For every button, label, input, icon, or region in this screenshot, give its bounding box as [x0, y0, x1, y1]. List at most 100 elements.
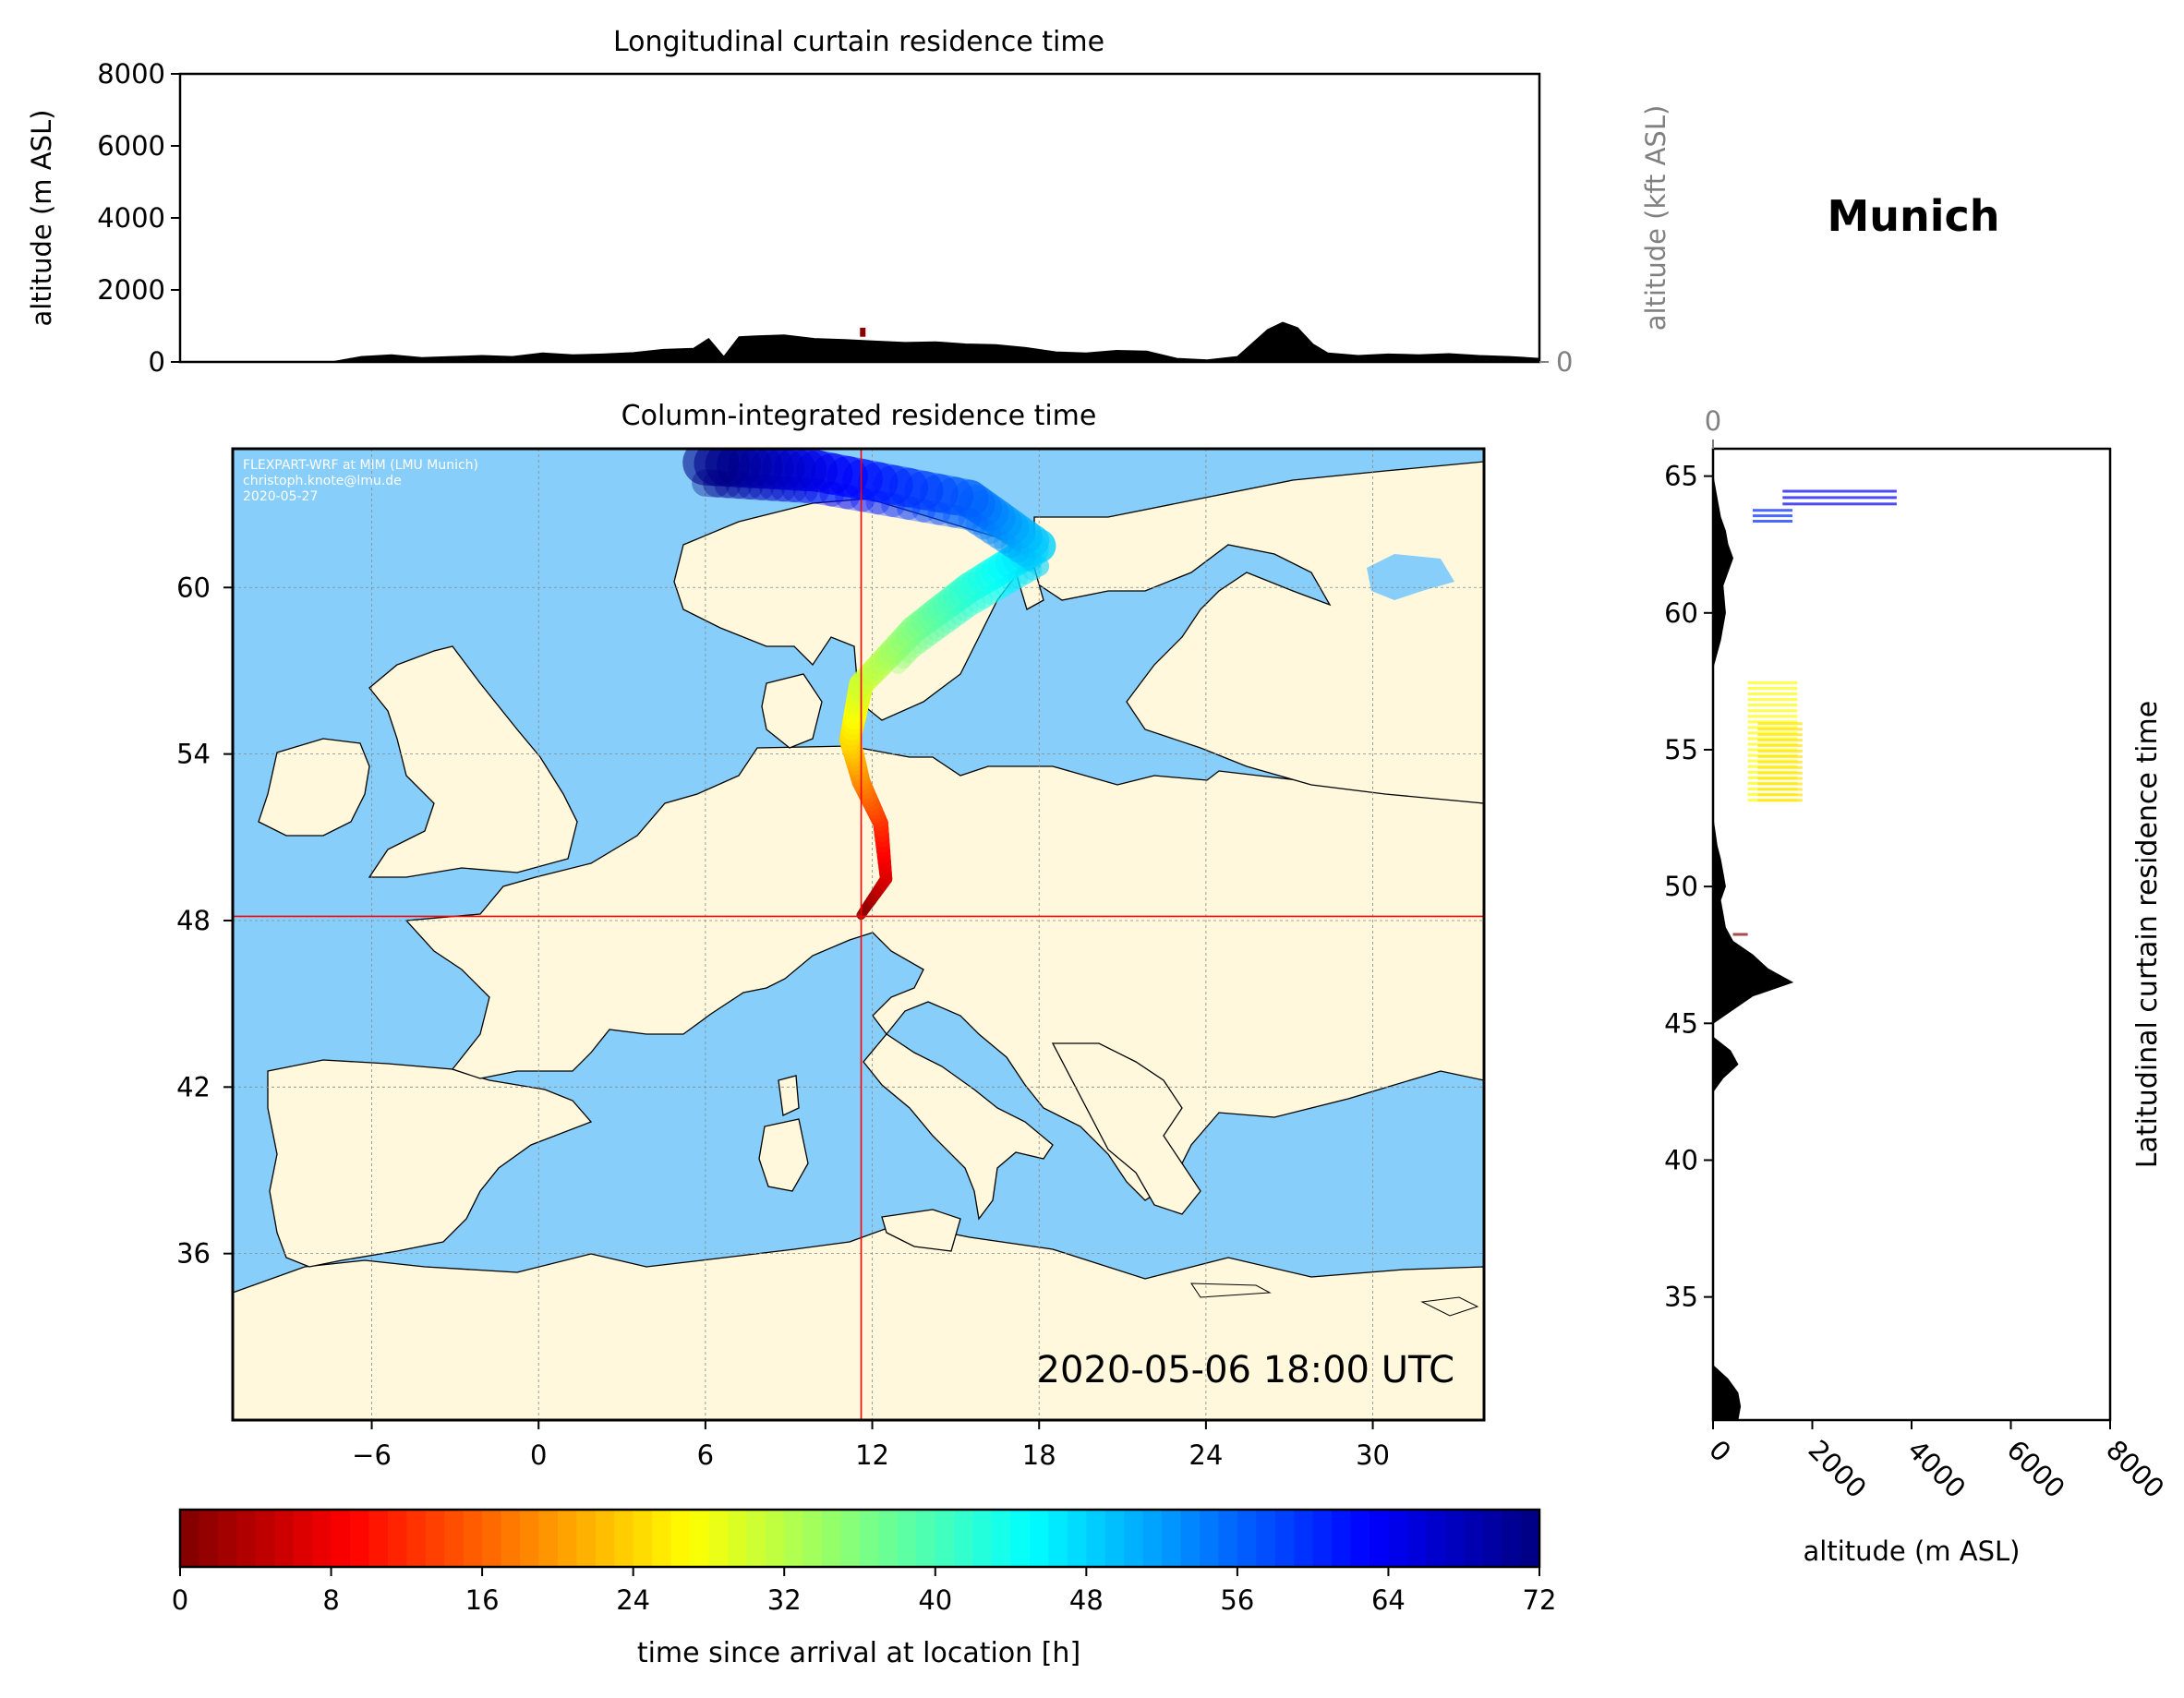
trajectory-spread [965, 512, 995, 540]
colorbar-cell [1237, 1510, 1257, 1567]
side-ytick-label: 35 [1664, 1282, 1698, 1313]
side-residence-stripe [1747, 726, 1798, 729]
ireland [258, 738, 370, 837]
trajectory-spread [850, 487, 890, 515]
top-ytick-label: 8000 [97, 58, 165, 90]
colorbar-cell [1256, 1510, 1276, 1567]
side-residence-stripe [1753, 514, 1792, 518]
italy [863, 1033, 1054, 1221]
colorbar-cell [1104, 1510, 1125, 1567]
side-residence-stripe [1757, 777, 1803, 780]
trajectory-spread [967, 590, 994, 613]
trajectory-spread [905, 636, 928, 658]
side-residence-stripe [1757, 799, 1803, 802]
colorbar-cell [1067, 1510, 1087, 1567]
finland-baltics [1033, 461, 1484, 804]
colorbar-cell [538, 1510, 559, 1567]
colorbar-cell [1332, 1510, 1352, 1567]
trajectory-spread [972, 517, 1002, 545]
side-gridlines [1712, 449, 1714, 1420]
side-latitude-ticks: 35 40 45 50 55 60 65 [1664, 461, 1713, 1313]
side-residence-stripe [1757, 744, 1803, 747]
side-xtick-label: 8000 [2100, 1434, 2170, 1504]
side-residence-stripe [1757, 788, 1803, 791]
trajectory-spread [933, 615, 957, 638]
side-ytick-label: 55 [1664, 734, 1698, 765]
top-ylabel: altitude (m ASL) [26, 110, 57, 327]
colorbar-cell [652, 1510, 672, 1567]
side-residence-stripe [1753, 509, 1792, 512]
credit-line-2: christoph.knote@lmu.de [243, 474, 402, 488]
colorbar-cell [236, 1510, 257, 1567]
side-ytick-label: 60 [1664, 597, 1698, 629]
colorbar-tick-label: 64 [1371, 1584, 1406, 1616]
map-xtick-label: 6 [697, 1439, 714, 1471]
trajectory-spread [1015, 560, 1043, 584]
side-residence-stripe [1757, 771, 1803, 775]
colorbar-cell [670, 1510, 691, 1567]
colorbar-cell [1048, 1510, 1068, 1567]
side-residence-stripe [1757, 750, 1803, 753]
colorbar-cell [916, 1510, 936, 1567]
cyprus [1420, 1296, 1479, 1317]
trajectory-spread [895, 646, 917, 669]
lake [1367, 554, 1454, 600]
map-ytick-label: 42 [176, 1071, 211, 1102]
colorbar-cell [217, 1510, 237, 1567]
colorbar-cell [501, 1510, 521, 1567]
map-xtick-label: −6 [352, 1439, 392, 1471]
colorbar-cell [1444, 1510, 1465, 1567]
side-residence-stripe [1753, 520, 1792, 523]
uk-britain [368, 645, 578, 878]
colorbar-cell [1426, 1510, 1446, 1567]
map-panel: Column-integrated residence time [176, 400, 1486, 1471]
trajectory-spread [995, 572, 1021, 597]
colorbar-cell [633, 1510, 653, 1567]
trajectory-spread [865, 490, 906, 518]
colorbar-cell [576, 1510, 597, 1567]
trajectory-spread [911, 632, 934, 655]
trajectory-spread [943, 504, 982, 531]
colorbar-cell [482, 1510, 502, 1567]
top-ytick-label: 0 [149, 346, 165, 378]
side-ytick-label: 50 [1664, 871, 1698, 902]
top-plot-frame [178, 72, 1541, 364]
colorbar-cell [1464, 1510, 1484, 1567]
norway-sweden [673, 498, 1026, 721]
side-residence-stripe [1757, 765, 1803, 769]
colorbar-cell [293, 1510, 313, 1567]
map-frame [231, 447, 1486, 1422]
side-residence-stripe [1747, 731, 1798, 735]
colorbar-cell [425, 1510, 445, 1567]
map-ytick-label: 48 [176, 905, 211, 936]
map-ytick-label: 60 [176, 572, 211, 603]
colorbar-tick-label: 32 [767, 1584, 802, 1616]
colorbar-tick-label: 40 [918, 1584, 952, 1616]
colorbar-cell [274, 1510, 295, 1567]
trajectory-spread [958, 507, 988, 536]
colorbar-cell [972, 1510, 993, 1567]
colorbar-cell [1142, 1510, 1163, 1567]
colorbar-cell [1294, 1510, 1314, 1567]
top-residence-mark [860, 327, 866, 337]
side-residence-stripe [1757, 754, 1803, 758]
side-residence-stripe [1757, 739, 1803, 742]
trajectory-spread [881, 493, 921, 520]
side-residence-stripe [1782, 496, 1897, 500]
colorbar-cell [822, 1510, 842, 1567]
side-residence-stripe [1747, 720, 1798, 724]
colorbar-tick-label: 24 [616, 1584, 650, 1616]
side-ytick-label: 65 [1664, 461, 1698, 492]
side-residence-stripe [1757, 793, 1803, 797]
corsica [778, 1075, 800, 1116]
colorbar-cell [840, 1510, 861, 1567]
colorbar-cells [180, 1510, 1540, 1567]
trajectory-spread [949, 602, 973, 626]
side-kft-ticks: 050100 [1705, 405, 1721, 449]
map-timestamp: 2020-05-06 18:00 UTC [1037, 1349, 1454, 1391]
trajectory-spread [944, 607, 968, 630]
side-residence-stripe [1747, 698, 1798, 702]
side-xlabel: altitude (m ASL) [1804, 1535, 2021, 1567]
trajectory-spread [986, 526, 1016, 554]
